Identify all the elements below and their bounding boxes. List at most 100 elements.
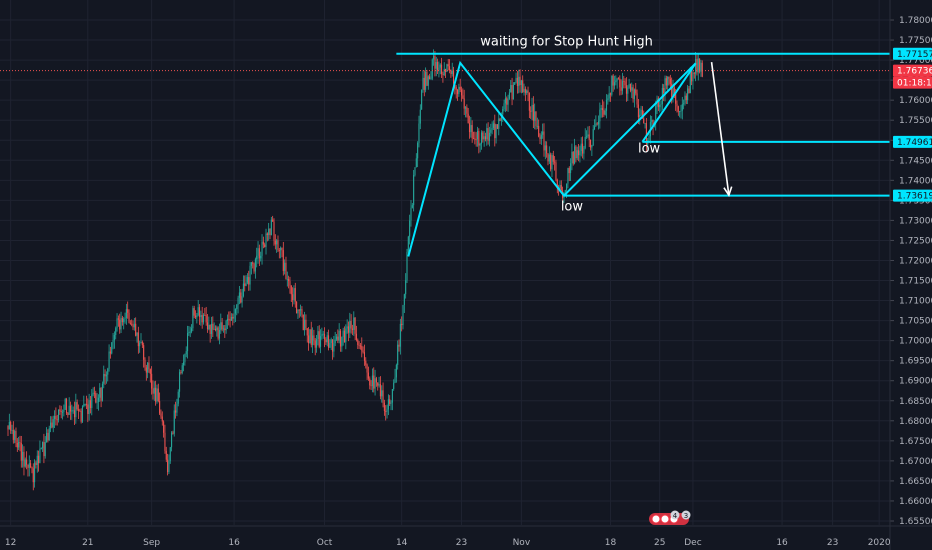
candle-body bbox=[592, 129, 594, 146]
candle-body bbox=[171, 432, 173, 448]
candle-body bbox=[101, 383, 103, 401]
candle-body bbox=[472, 138, 475, 140]
candle-body bbox=[165, 450, 167, 460]
candle-body bbox=[44, 442, 46, 457]
candle-body bbox=[668, 76, 670, 79]
candle-body bbox=[107, 368, 109, 375]
candle-body bbox=[466, 107, 468, 114]
candle-body bbox=[135, 323, 137, 336]
candle-body bbox=[318, 331, 320, 347]
candle-body bbox=[667, 76, 669, 86]
candle-body bbox=[132, 324, 134, 328]
candle-body bbox=[502, 108, 504, 115]
candle-body bbox=[222, 328, 225, 330]
badge-counter-icon bbox=[670, 510, 680, 520]
candle-body bbox=[115, 328, 117, 335]
candle-body bbox=[672, 87, 674, 97]
candle-body bbox=[22, 451, 24, 461]
event-dot-icon[interactable] bbox=[651, 514, 661, 524]
candle-body bbox=[124, 318, 126, 320]
candle-body bbox=[664, 78, 666, 93]
candle-body bbox=[100, 387, 102, 401]
candle-body bbox=[675, 93, 677, 104]
candle-body bbox=[258, 248, 260, 259]
candle-body bbox=[95, 393, 97, 403]
price-tick-label: 1.76000 bbox=[899, 96, 932, 106]
candle-body bbox=[697, 58, 699, 73]
time-tick-label: Sep bbox=[143, 538, 160, 548]
event-dot-icon[interactable] bbox=[660, 514, 670, 524]
candle-body bbox=[293, 288, 295, 301]
candle-body bbox=[387, 399, 389, 410]
candle-body bbox=[640, 109, 642, 115]
candle-body bbox=[116, 318, 118, 329]
candle-body bbox=[183, 362, 185, 366]
candle-body bbox=[210, 323, 213, 334]
candle-body bbox=[433, 55, 435, 60]
projection-arrow[interactable] bbox=[710, 61, 730, 196]
candle-body bbox=[575, 146, 577, 159]
candle-body bbox=[663, 88, 665, 93]
time-tick-label: 23 bbox=[456, 538, 467, 548]
candle-body bbox=[414, 167, 416, 176]
candle-body bbox=[619, 78, 621, 88]
candle-body bbox=[159, 401, 161, 414]
candle-body bbox=[476, 131, 479, 140]
candle-body bbox=[405, 280, 407, 295]
candle-body bbox=[220, 322, 222, 331]
candle-body bbox=[586, 136, 588, 138]
price-tag-box bbox=[893, 135, 932, 148]
candle-body bbox=[496, 124, 498, 129]
time-axis[interactable]: 1221Sep16Oct1423Nov1825Dec1623202013 bbox=[0, 525, 932, 548]
candle-body bbox=[42, 442, 44, 449]
annotation-label: low bbox=[561, 199, 584, 214]
candlestick-series[interactable] bbox=[7, 49, 703, 491]
candle-body bbox=[644, 123, 646, 124]
candle-body bbox=[450, 70, 452, 74]
candle-body bbox=[446, 64, 448, 73]
candle-body bbox=[300, 309, 302, 311]
badge-counter-icon bbox=[681, 510, 691, 520]
candle-body bbox=[20, 443, 22, 461]
candle-body bbox=[38, 455, 40, 464]
candle-body bbox=[570, 163, 572, 174]
candle-body bbox=[431, 59, 433, 79]
candle-body bbox=[475, 139, 477, 140]
time-tick-label: 23 bbox=[827, 538, 838, 548]
candle-body bbox=[366, 364, 368, 373]
candle-body bbox=[103, 374, 105, 384]
candle-body bbox=[596, 123, 598, 125]
candle-body bbox=[488, 132, 491, 141]
candle-body bbox=[245, 282, 247, 286]
time-tick-label: Dec bbox=[684, 538, 701, 548]
candle-body bbox=[212, 323, 214, 330]
candle-body bbox=[345, 328, 347, 343]
trend-line[interactable] bbox=[641, 62, 697, 143]
candle-body bbox=[603, 110, 605, 115]
candle-body bbox=[413, 175, 415, 206]
candle-body bbox=[482, 132, 484, 140]
candle-body bbox=[80, 410, 82, 422]
candle-body bbox=[172, 432, 174, 434]
candle-body bbox=[190, 328, 193, 332]
candle-body bbox=[677, 106, 679, 112]
candle-body bbox=[518, 76, 520, 86]
candle-body bbox=[415, 158, 417, 168]
candle-body bbox=[48, 428, 50, 441]
candle-body bbox=[52, 419, 54, 428]
candle-body bbox=[337, 336, 339, 341]
price-tag-box bbox=[893, 64, 932, 77]
candle-body bbox=[313, 335, 315, 341]
chart-drawings[interactable] bbox=[0, 52, 890, 257]
candle-body bbox=[623, 81, 625, 82]
candle-body bbox=[551, 155, 553, 170]
candle-body bbox=[72, 410, 74, 412]
price-tick-label: 1.70500 bbox=[899, 317, 932, 327]
candle-body bbox=[304, 319, 306, 331]
pattern-line[interactable] bbox=[407, 60, 697, 257]
candle-body bbox=[218, 330, 221, 339]
candle-body bbox=[632, 87, 634, 100]
candle-body bbox=[346, 326, 348, 329]
